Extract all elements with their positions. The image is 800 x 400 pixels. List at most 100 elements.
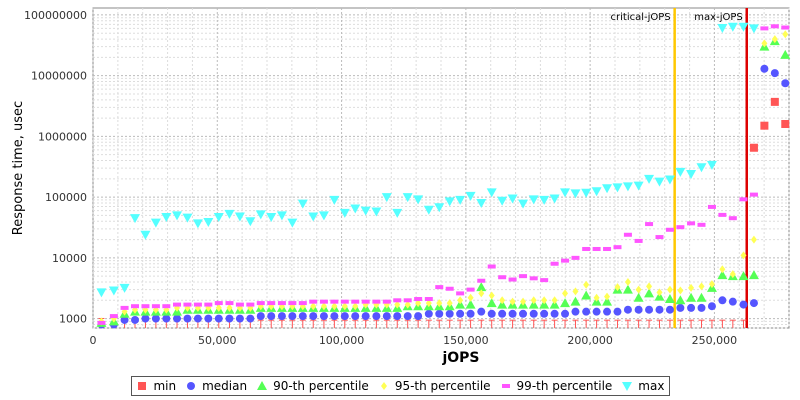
data-point [644,288,655,298]
legend-symbol [257,381,268,390]
data-point [339,208,350,218]
data-point [423,205,434,215]
series-max [96,22,759,298]
data-point [425,299,432,308]
data-point [141,314,150,323]
data-point [320,302,327,311]
data-point [623,232,632,237]
legend-marker [187,382,196,390]
data-point [308,212,319,222]
data-point [457,296,464,305]
y-tick-label: 10000000 [31,70,87,83]
data-point [551,296,558,305]
data-point [562,289,569,298]
data-point [287,218,298,228]
data-point [633,181,644,191]
data-point [645,305,654,314]
data-point [414,297,423,302]
data-point [770,24,779,29]
data-point [666,285,673,294]
data-point [729,270,736,279]
data-point [235,302,244,307]
data-point [172,211,183,221]
data-point [203,217,214,227]
data-point [351,312,360,321]
data-point [193,302,202,307]
data-point [446,299,453,308]
data-point [738,271,749,281]
data-point [246,302,255,307]
data-point [330,312,339,321]
data-point [728,297,737,306]
data-point [245,217,256,227]
data-point [456,291,465,296]
data-point [226,303,233,312]
data-point [225,314,234,323]
data-point [97,320,106,325]
data-point [424,309,433,318]
data-point [770,69,779,78]
legend-item: 99-th percentile [500,379,613,393]
data-point [696,292,707,302]
data-point [277,301,286,306]
data-point [182,213,193,223]
data-point [634,305,643,314]
data-point [760,26,769,31]
data-point [634,238,643,243]
data-point [655,235,664,240]
data-point [688,283,695,292]
data-point [151,304,160,309]
legend-symbol [138,382,147,390]
data-point [623,305,632,314]
data-point [351,299,360,304]
data-point [477,278,486,283]
data-point [288,301,297,306]
data-point [750,235,757,244]
data-point [329,195,340,205]
data-point [119,283,130,293]
data-point [183,302,192,307]
legend-label: 99-th percentile [516,379,613,393]
data-point [120,315,129,324]
data-point [131,304,140,309]
data-point [707,204,716,209]
data-point [520,297,527,306]
data-point [519,274,528,279]
data-point [330,299,339,304]
data-point [456,309,465,318]
data-point [213,213,224,223]
data-point [708,280,715,289]
data-point [478,289,485,298]
data-point [341,302,348,311]
x-tick-label: 200,000 [567,334,613,347]
data-point [717,23,728,33]
data-point [676,303,685,312]
data-point [697,222,706,227]
legend-marker [622,382,633,391]
data-point [677,286,684,295]
data-point [561,258,570,263]
data-point [382,299,391,304]
series-99-th-percentile [97,24,790,325]
data-point [266,213,277,223]
data-point [614,283,621,292]
x-tick-label: 100,000 [319,334,365,347]
data-point [728,216,737,221]
data-point [780,49,791,59]
data-point [288,312,297,321]
data-point [550,309,559,318]
data-point [173,314,182,323]
data-point [487,309,496,318]
data-point [415,299,422,308]
data-point [571,255,580,260]
y-tick-label: 10000 [52,252,87,265]
y-tick-label: 1000000 [38,130,87,143]
data-point [686,292,697,302]
legend-label: max [638,379,665,393]
data-point [340,312,349,321]
data-point [267,312,276,321]
data-point [771,35,778,44]
data-point [718,212,727,217]
data-point [582,246,591,251]
data-point [664,294,675,304]
